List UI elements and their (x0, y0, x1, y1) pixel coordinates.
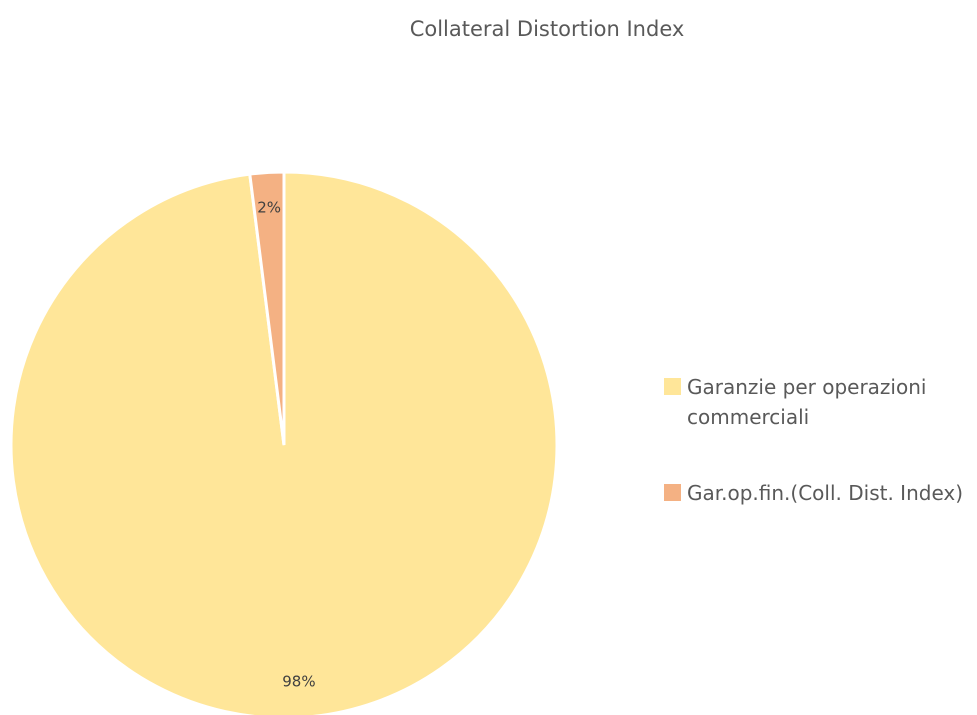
legend-swatch (664, 378, 681, 395)
legend: Garanzie per operazioni commerciali Gar.o… (664, 372, 974, 554)
legend-label: Garanzie per operazioni commerciali (687, 375, 927, 429)
legend-swatch (664, 484, 681, 501)
pie-slice (248, 170, 286, 446)
legend-label: Gar.op.fin.(Coll. Dist. Index) (687, 481, 964, 505)
slice-label: 98% (282, 673, 315, 691)
legend-item: Gar.op.fin.(Coll. Dist. Index) (664, 478, 974, 508)
chart-title: Collateral Distortion Index (410, 17, 685, 41)
legend-item: Garanzie per operazioni commerciali (664, 372, 974, 432)
pie-slice (9, 170, 559, 715)
slice-label: 2% (257, 198, 281, 216)
